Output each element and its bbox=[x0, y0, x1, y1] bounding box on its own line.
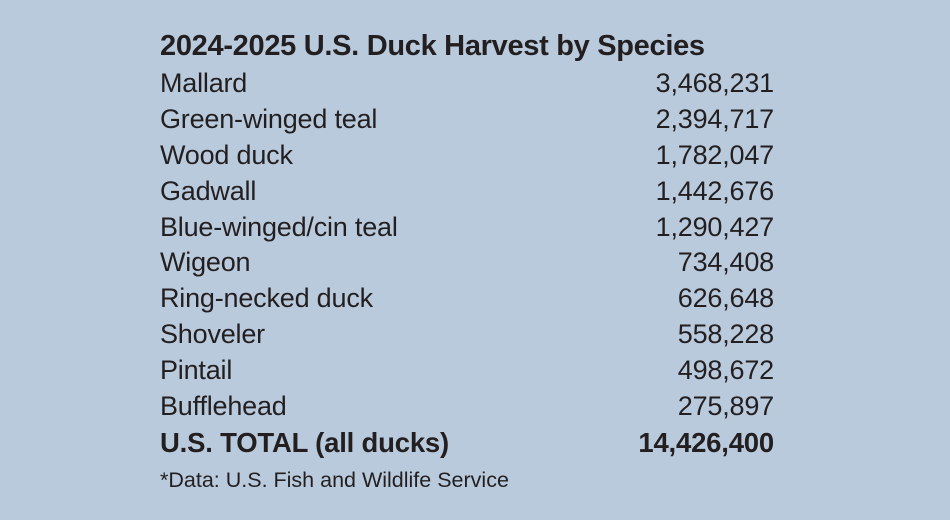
species-name: Blue-winged/cin teal bbox=[160, 211, 398, 242]
total-value: 14,426,400 bbox=[638, 426, 774, 458]
table-title: 2024-2025 U.S. Duck Harvest by Species bbox=[160, 30, 705, 62]
table-row: Green-winged teal 2,394,717 bbox=[160, 102, 774, 138]
table-row: Bufflehead 275,897 bbox=[160, 389, 774, 425]
species-name: Shoveler bbox=[160, 319, 265, 350]
harvest-value: 498,672 bbox=[677, 355, 774, 386]
harvest-table: 2024-2025 U.S. Duck Harvest by Species M… bbox=[160, 26, 774, 495]
harvest-value: 734,408 bbox=[677, 247, 774, 278]
harvest-value: 1,290,427 bbox=[655, 211, 775, 242]
table-row: Blue-winged/cin teal 1,290,427 bbox=[160, 210, 774, 246]
table-row: Ring-necked duck 626,648 bbox=[160, 281, 774, 317]
table-row: Mallard 3,468,231 bbox=[160, 66, 774, 102]
harvest-value: 275,897 bbox=[677, 391, 774, 422]
species-name: Wood duck bbox=[160, 139, 293, 170]
footnote: *Data: U.S. Fish and Wildlife Service bbox=[160, 467, 509, 492]
total-label: U.S. TOTAL (all ducks) bbox=[160, 426, 449, 458]
table-row: Wood duck 1,782,047 bbox=[160, 138, 774, 174]
species-name: Ring-necked duck bbox=[160, 283, 373, 314]
harvest-value: 1,782,047 bbox=[655, 139, 775, 170]
species-name: Gadwall bbox=[160, 175, 257, 206]
species-name: Pintail bbox=[160, 355, 233, 386]
harvest-value: 1,442,676 bbox=[655, 175, 775, 206]
species-name: Green-winged teal bbox=[160, 103, 378, 134]
harvest-value: 626,648 bbox=[677, 283, 774, 314]
table-body: Mallard 3,468,231 Green-winged teal 2,394,7… bbox=[160, 66, 774, 425]
harvest-value: 558,228 bbox=[677, 319, 774, 350]
species-name: Bufflehead bbox=[160, 391, 287, 422]
table-row: Gadwall 1,442,676 bbox=[160, 174, 774, 210]
harvest-value: 2,394,717 bbox=[655, 103, 775, 134]
table-row: Wigeon 734,408 bbox=[160, 245, 774, 281]
species-name: Mallard bbox=[160, 68, 248, 98]
species-name: Wigeon bbox=[160, 247, 251, 278]
harvest-value: 3,468,231 bbox=[655, 68, 775, 98]
table-row: Shoveler 558,228 bbox=[160, 317, 774, 353]
table-row: Pintail 498,672 bbox=[160, 353, 774, 389]
total-row: U.S. TOTAL (all ducks) 14,426,400 bbox=[160, 425, 774, 461]
